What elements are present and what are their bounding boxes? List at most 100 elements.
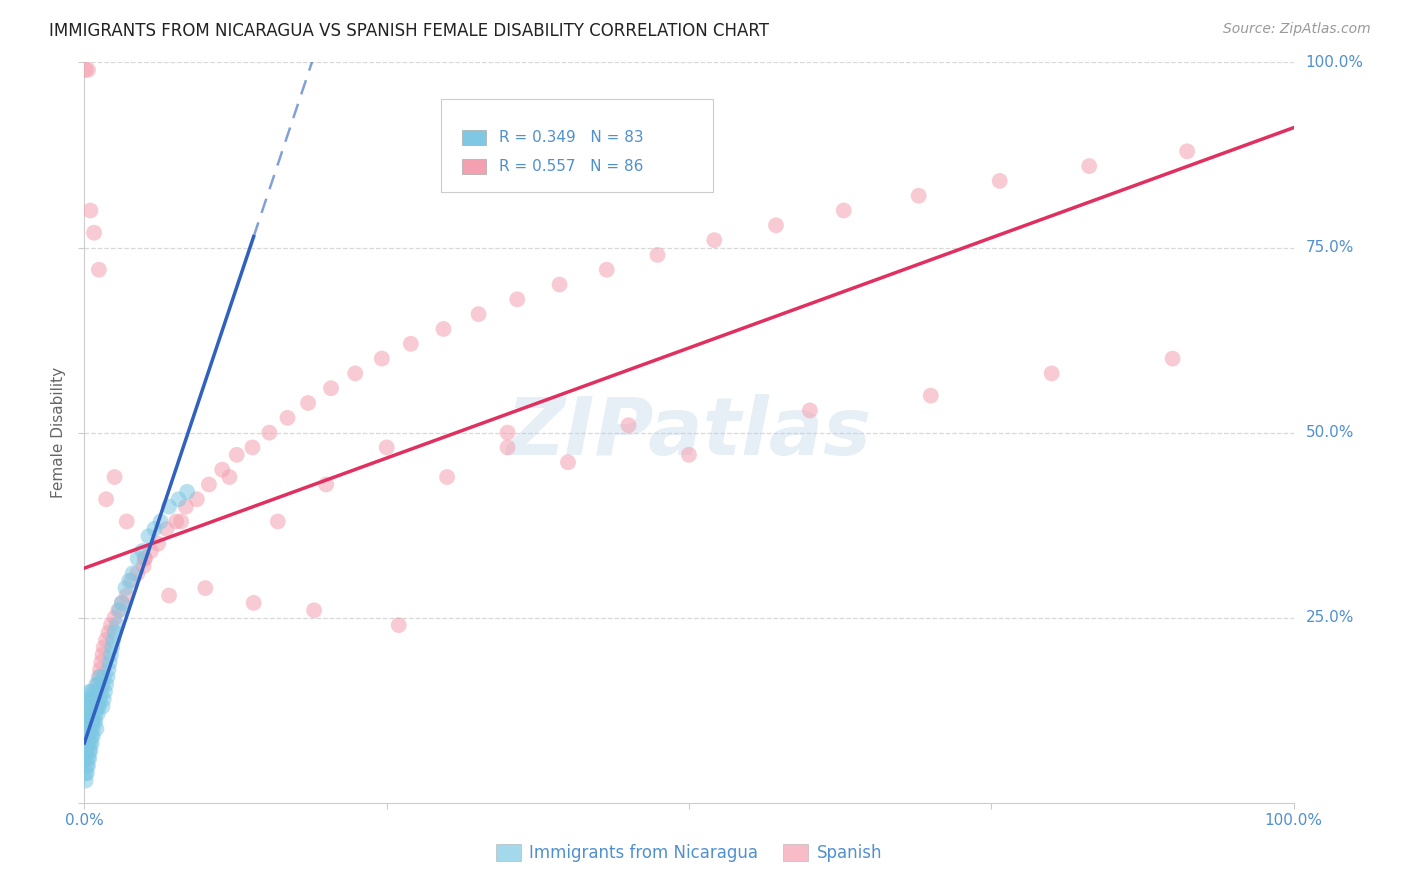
Point xyxy=(86,677,108,691)
Point xyxy=(77,692,100,706)
Text: ZIPatlas: ZIPatlas xyxy=(506,393,872,472)
Point xyxy=(77,722,100,736)
Point xyxy=(157,500,180,514)
Point xyxy=(371,351,394,366)
Point xyxy=(79,722,101,736)
Point xyxy=(75,766,97,780)
Point xyxy=(242,441,264,455)
Point xyxy=(108,603,131,617)
Point xyxy=(176,484,198,499)
Point xyxy=(198,477,221,491)
Point xyxy=(506,293,529,307)
Point xyxy=(75,773,97,788)
Point xyxy=(259,425,281,440)
Point xyxy=(76,737,98,751)
Point xyxy=(77,751,100,765)
Point xyxy=(76,699,98,714)
Point xyxy=(82,692,104,706)
Point xyxy=(84,692,107,706)
Point xyxy=(375,441,398,455)
Point xyxy=(111,596,134,610)
Point xyxy=(548,277,571,292)
Point xyxy=(100,618,122,632)
Point xyxy=(132,558,155,573)
Point xyxy=(276,410,298,425)
Point xyxy=(76,744,98,758)
Point xyxy=(80,699,103,714)
Point xyxy=(83,714,105,729)
Point xyxy=(319,381,342,395)
Point xyxy=(80,729,103,743)
Point xyxy=(86,685,108,699)
Point xyxy=(105,618,128,632)
Point xyxy=(83,699,105,714)
Text: IMMIGRANTS FROM NICARAGUA VS SPANISH FEMALE DISABILITY CORRELATION CHART: IMMIGRANTS FROM NICARAGUA VS SPANISH FEM… xyxy=(49,22,769,40)
Point xyxy=(121,574,143,588)
Point xyxy=(104,470,127,484)
Point xyxy=(101,640,124,655)
Point xyxy=(186,492,208,507)
Point xyxy=(77,699,100,714)
Point xyxy=(79,737,101,751)
Point xyxy=(167,492,190,507)
Point xyxy=(115,515,138,529)
Point xyxy=(174,500,197,514)
Point xyxy=(76,766,98,780)
Point xyxy=(344,367,367,381)
Point xyxy=(115,589,138,603)
Point xyxy=(87,677,110,691)
Point xyxy=(97,625,120,640)
Point xyxy=(467,307,489,321)
Point xyxy=(211,462,233,476)
Point xyxy=(76,758,98,772)
Point xyxy=(83,226,105,240)
Point xyxy=(75,744,97,758)
Point xyxy=(97,663,120,677)
Point xyxy=(703,233,725,247)
Point xyxy=(84,714,107,729)
Point xyxy=(297,396,319,410)
Point xyxy=(988,174,1011,188)
Point xyxy=(94,632,117,647)
Point xyxy=(799,403,821,417)
Point xyxy=(87,262,110,277)
Point xyxy=(432,322,454,336)
Point xyxy=(96,670,118,684)
Point xyxy=(143,522,166,536)
Point xyxy=(94,685,117,699)
Point xyxy=(194,581,217,595)
Point xyxy=(76,744,98,758)
Point xyxy=(91,648,114,662)
Point xyxy=(907,188,929,202)
Point xyxy=(79,722,101,736)
Text: 25.0%: 25.0% xyxy=(1306,610,1354,625)
Point xyxy=(315,477,337,491)
Point xyxy=(79,744,101,758)
Point xyxy=(93,640,115,655)
Point xyxy=(86,699,108,714)
Text: 50.0%: 50.0% xyxy=(1306,425,1354,440)
Point xyxy=(165,515,187,529)
Point xyxy=(496,425,519,440)
Point xyxy=(77,758,100,772)
Point xyxy=(75,62,97,77)
Point xyxy=(1161,351,1184,366)
Point xyxy=(647,248,669,262)
Point xyxy=(89,670,111,684)
Point xyxy=(127,551,149,566)
Text: 100.0%: 100.0% xyxy=(1306,55,1364,70)
Point xyxy=(86,706,108,721)
Point xyxy=(155,522,177,536)
Point xyxy=(87,699,110,714)
FancyBboxPatch shape xyxy=(461,160,486,174)
Point xyxy=(87,670,110,684)
Point xyxy=(111,596,134,610)
Point xyxy=(90,685,112,699)
Point xyxy=(77,685,100,699)
Point xyxy=(84,706,107,721)
Legend: Immigrants from Nicaragua, Spanish: Immigrants from Nicaragua, Spanish xyxy=(489,837,889,869)
Point xyxy=(91,677,114,691)
Point xyxy=(557,455,579,469)
Point xyxy=(86,722,108,736)
Point xyxy=(388,618,411,632)
